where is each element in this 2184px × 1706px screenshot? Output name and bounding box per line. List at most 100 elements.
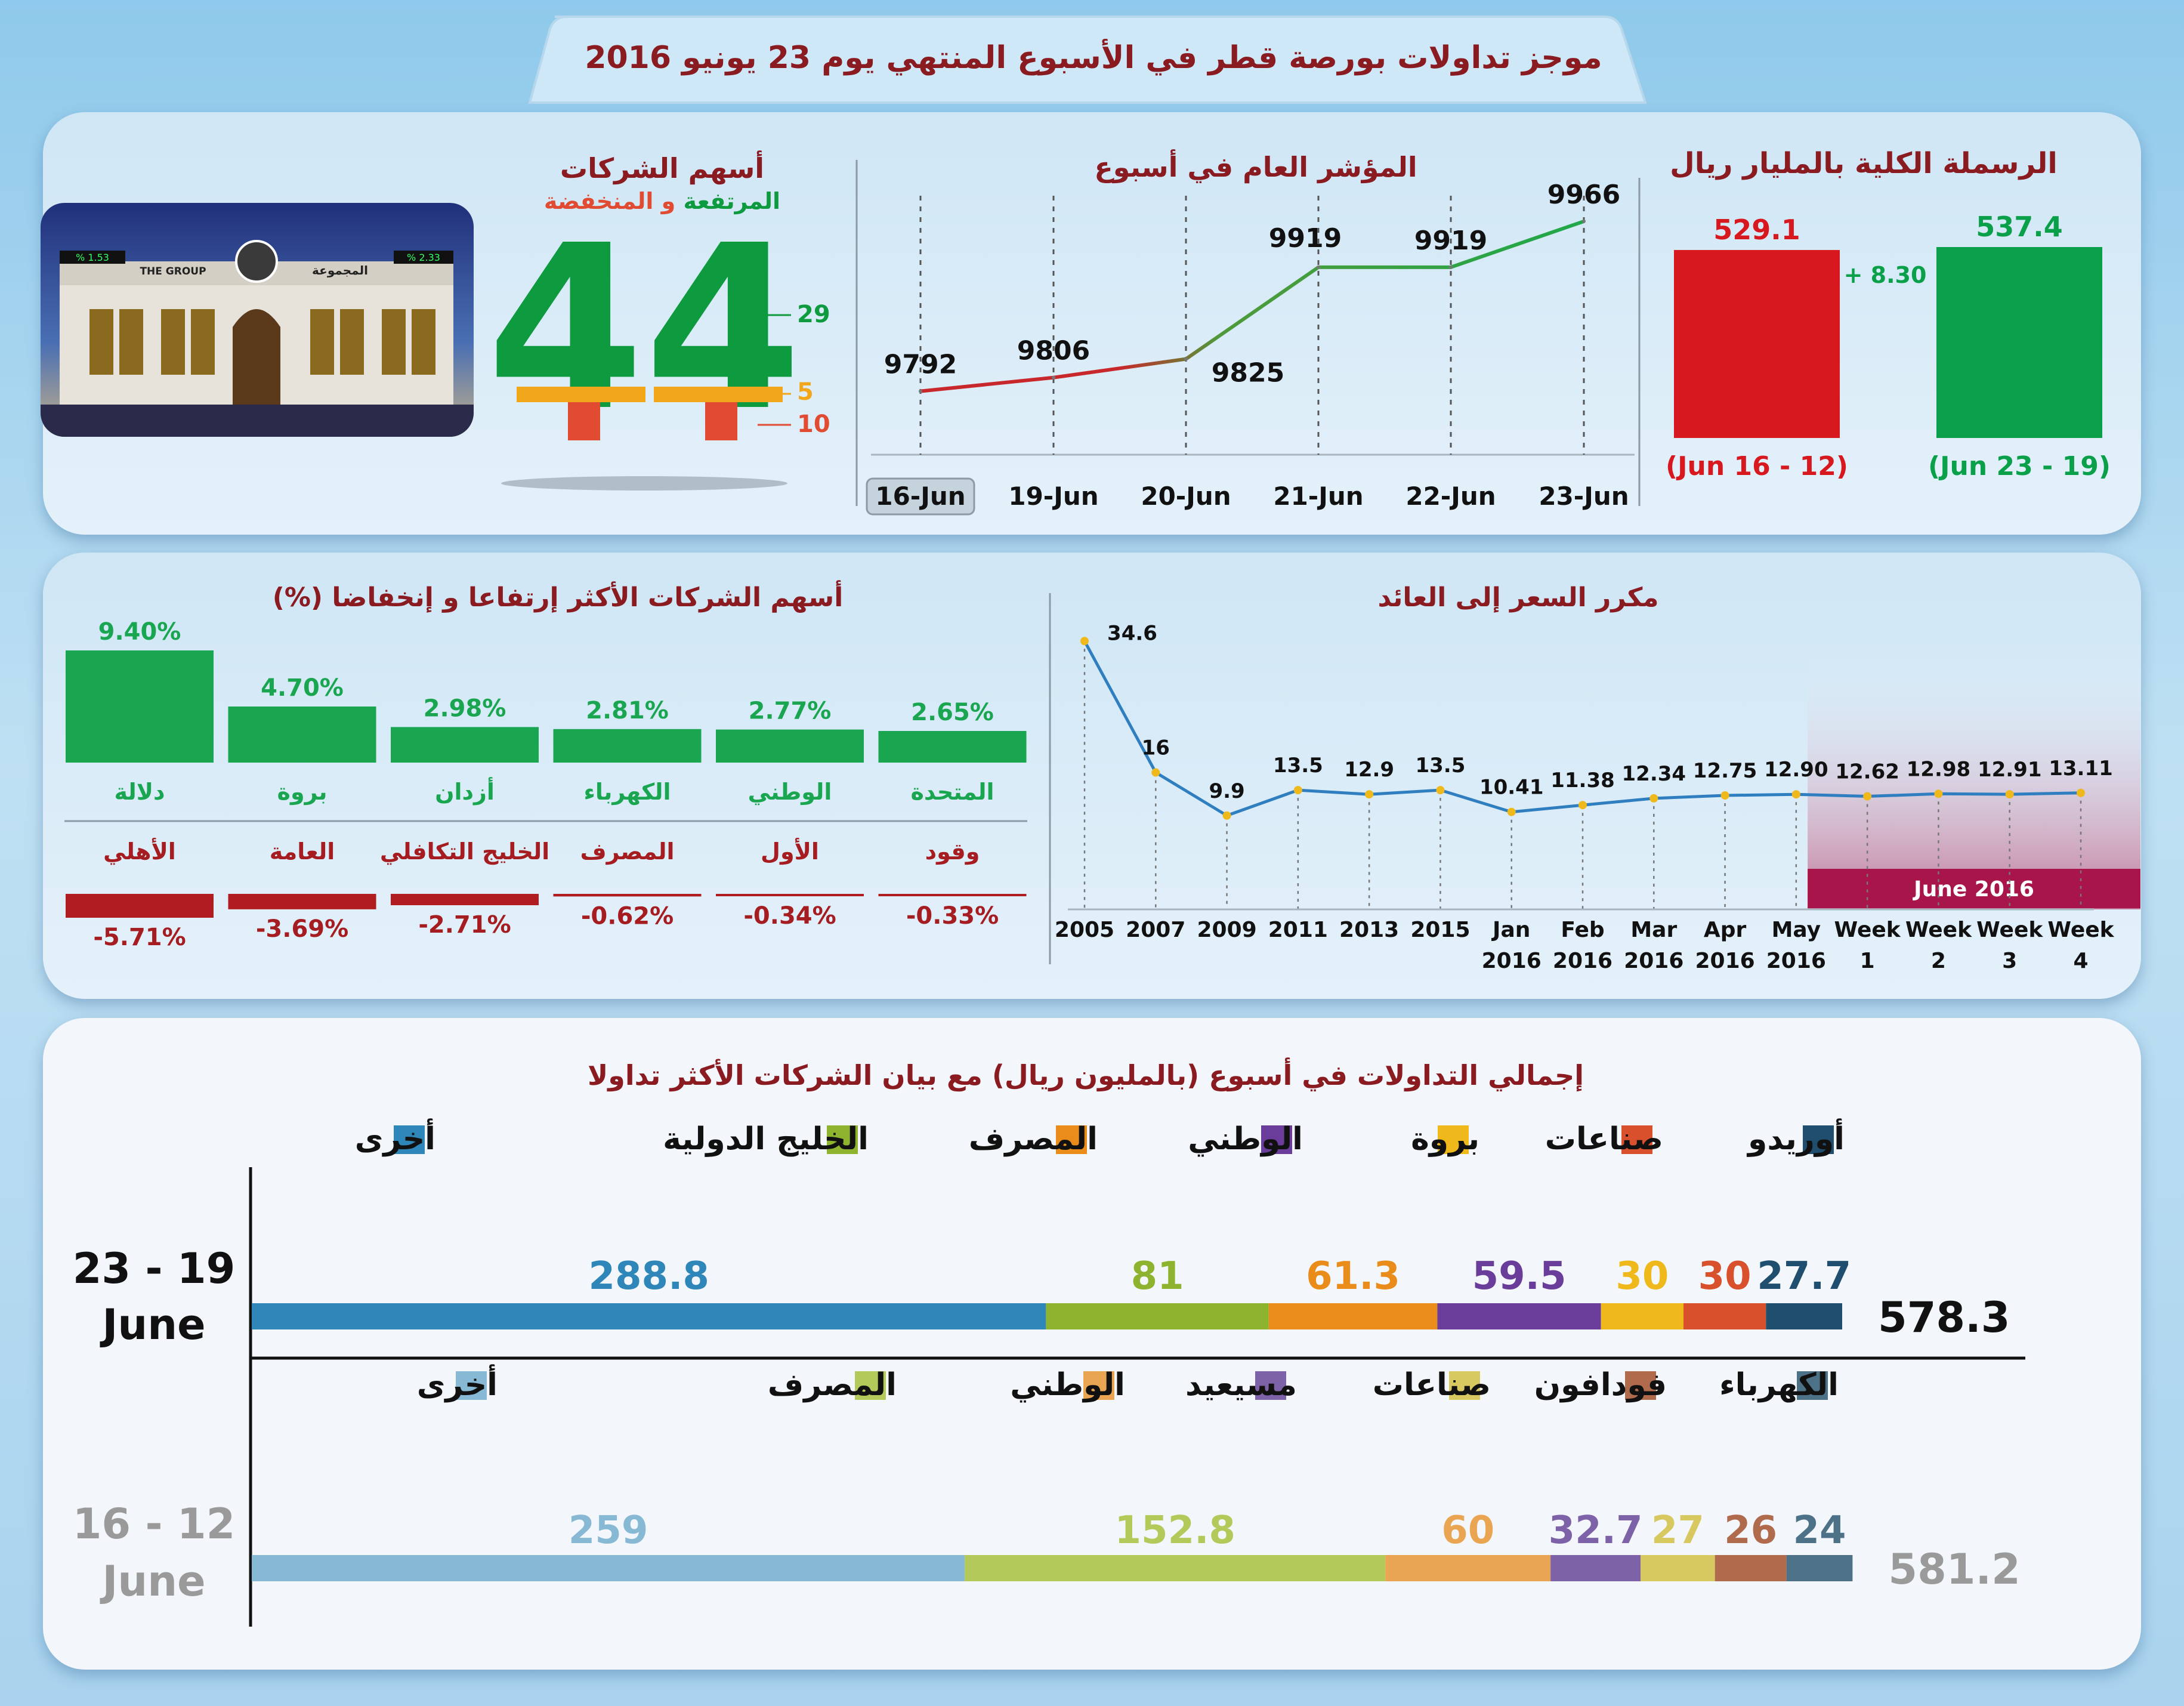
movers-title-unit: (%) [273,582,323,613]
pe-value-label: 11.38 [1550,769,1615,792]
down-bar-0 [568,402,600,440]
legend-swatch [1261,1125,1292,1154]
turnover-segment [1715,1555,1787,1581]
cap-value-label: 529.1 [1713,214,1800,246]
june-highlight-area [1808,650,2140,909]
turnover-segment-label: 26 [1724,1508,1777,1553]
turnover-segment-label: 27.7 [1757,1254,1851,1298]
turnover-segment [965,1555,1386,1581]
loser-value-label: -3.69% [256,915,348,943]
down-count: 10 [797,411,830,438]
pe-point [1436,786,1445,795]
pe-category-label: 2005 [1055,918,1114,942]
legend-swatch [1449,1371,1480,1400]
turnover-segment-label: 30 [1615,1254,1669,1298]
legend-swatch [1625,1371,1656,1400]
movers-title-text: أسهم الشركات الأكثر إرتفاعا و إنخفاضا [332,580,843,613]
legend-swatch [394,1125,425,1154]
pe-category-label: Apr [1704,918,1747,942]
gainer-value-label: 4.70% [261,674,344,702]
turnover-segment-label: 60 [1441,1508,1494,1553]
turnover-segment-label: 288.8 [588,1254,709,1298]
photo-sign-en: THE GROUP [140,266,206,277]
subtitle-and: و [660,188,676,215]
pe-value-label: 12.75 [1693,759,1757,783]
pe-category-label: Mar [1630,918,1677,942]
total-shadow [501,476,787,490]
index-point [1052,375,1055,380]
legend-swatch [1797,1371,1828,1400]
subtitle-up: المرتفعة [684,188,781,214]
index-point [919,389,922,393]
gainer-bar [878,731,1027,763]
gainer-bar [66,650,214,763]
pe-value-label: 13.5 [1273,754,1323,778]
loser-value-label: -0.33% [906,902,999,930]
pe-category-label: 2016 [1482,949,1542,973]
index-category-label: 20-Jun [1141,482,1231,511]
gainer-name: الكهرباء [583,779,671,805]
cap-period-label: (Jun 16 - 12) [1666,451,1848,482]
cap-chart: 529.1 (Jun 16 - 12) 537.4 (Jun 23 - 19) [1666,211,2111,482]
unchanged-band-1 [654,387,783,402]
loser-bar [66,894,214,918]
pe-title: مكرر السعر إلى العائد [1377,582,1658,613]
loser-bar [391,894,539,905]
photo-sign-ar: المجموعة [312,263,368,277]
turnover-segment-label: 30 [1698,1254,1751,1298]
index-value-label: 9966 [1547,180,1620,210]
turnover-segment-label: 81 [1131,1254,1184,1298]
gainer-value-label: 2.77% [749,698,832,725]
cap-period-label: (Jun 23 - 19) [1928,451,2111,482]
gainer-name: دلالة [114,779,165,805]
company-breakdown [517,314,791,440]
turnover-segment-label: 152.8 [1115,1508,1235,1553]
page-title: موجز تداولات بورصة قطر في الأسبوع المنته… [585,38,1602,76]
legend-label: فودافون [1534,1367,1667,1403]
index-chart: 9792 16-Jun 9806 19-Jun 9825 20-Jun 9919 21-Jun… [866,180,1629,516]
gainer-bar [553,729,702,763]
gainer-value-label: 2.98% [424,695,506,722]
turnover-segment-label: 59.5 [1472,1254,1567,1298]
index-value-label: 9806 [1017,336,1090,366]
legend-label: الكهرباء [1719,1367,1839,1403]
pe-point [1863,792,1872,801]
index-category-label: 23-Jun [1539,482,1629,511]
index-value-label: 9919 [1414,226,1487,256]
turnover-period: 16 - 12 [73,1500,236,1548]
pe-category-label: Week [1905,918,1972,942]
movers-panel [43,553,2141,999]
pe-value-label: 9.9 [1209,779,1244,803]
turnover-segment-label: 32.7 [1549,1508,1643,1553]
gainer-value-label: 9.40% [98,618,181,646]
loser-name: العامة [270,838,335,865]
loser-bar [228,894,376,909]
index-point [1184,357,1188,361]
pe-category-label: Week [1834,918,1901,942]
turnover-segment-label: 27 [1651,1508,1704,1553]
pe-value-label: 13.5 [1415,754,1465,778]
pe-category-label: Week [2047,918,2114,942]
pe-value-label: 12.9 [1344,758,1394,782]
up-count: 29 [797,301,830,328]
cap-bar-0 [1674,249,1840,438]
legend-label: صناعات [1373,1367,1491,1403]
gainer-bar [391,727,539,763]
june-highlight-label: June 2016 [1912,877,2034,902]
index-category-label: 19-Jun [1008,482,1098,511]
loser-value-label: -0.34% [743,902,836,930]
legend-label: الوطني [1010,1367,1125,1403]
movers-graphics: أسهم الشركات الأكثر إرتفاعا و إنخفاضا (%… [64,580,2140,973]
pe-point [1720,791,1729,800]
down-bar-1 [705,402,737,440]
pe-category-label: 1 [1860,949,1875,973]
turnover-segment [252,1303,1046,1329]
pe-category-label: 2016 [1695,949,1754,973]
cap-title: الرسملة الكلية بالمليار ريال [1670,147,2058,180]
pe-point [1080,637,1089,646]
turnover-segment-label: 61.3 [1306,1254,1400,1298]
pe-category-label: 2016 [1766,949,1826,973]
index-category-label: 22-Jun [1405,482,1496,511]
pe-category-label: 2 [1931,949,1946,973]
